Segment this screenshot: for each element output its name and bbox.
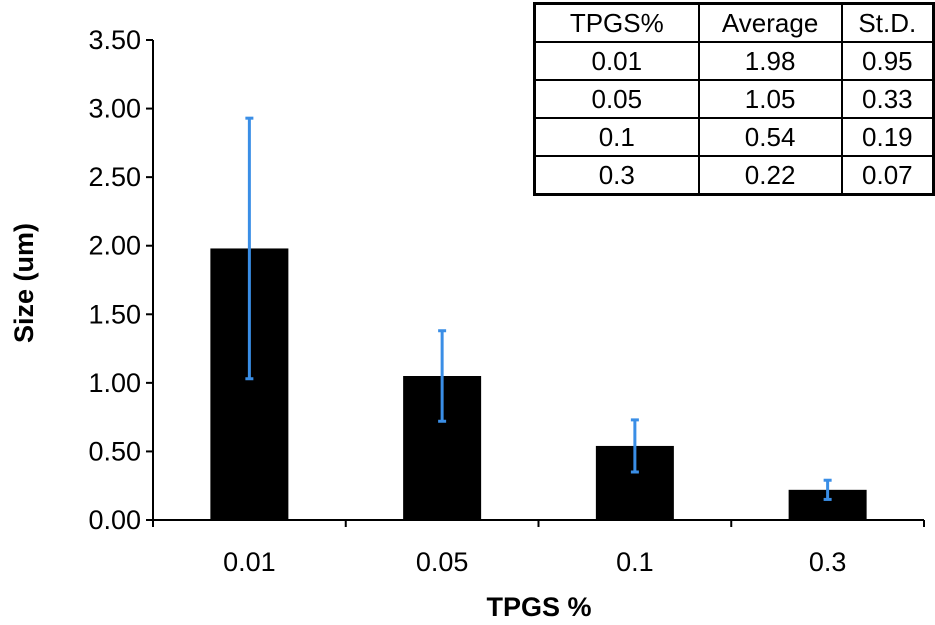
y-tick-label: 2.50 <box>88 162 141 192</box>
x-axis: 0.01 0.05 0.1 0.3 <box>152 519 925 577</box>
table-row: 0.05 1.05 0.33 <box>533 79 935 119</box>
table-cell: 0.3 <box>533 155 700 196</box>
table-cell: 0.1 <box>533 117 700 157</box>
bars <box>210 248 867 520</box>
table-header-row: TPGS% Average St.D. <box>533 2 935 43</box>
y-tick-label: 0.00 <box>88 505 141 535</box>
table-cell: 0.07 <box>840 155 935 196</box>
table-header-cell: TPGS% <box>533 2 700 43</box>
y-tick-label: 1.00 <box>88 368 141 398</box>
table-cell: 0.05 <box>533 79 700 119</box>
table-cell: 0.22 <box>697 155 843 196</box>
x-tick-label: 0.01 <box>223 547 276 577</box>
table-row: 0.01 1.98 0.95 <box>533 41 935 81</box>
data-table: TPGS% Average St.D. 0.01 1.98 0.95 0.05 … <box>533 2 935 196</box>
table-cell: 1.98 <box>697 41 843 81</box>
y-axis: 0.00 0.50 1.00 1.50 2.00 2.50 3.00 3.50 <box>88 25 154 535</box>
y-tick-label: 0.50 <box>88 436 141 466</box>
x-tick-label: 0.05 <box>416 547 469 577</box>
y-axis-title: Size (um) <box>9 223 39 343</box>
x-tick-label: 0.1 <box>616 547 654 577</box>
table-cell: 0.54 <box>697 117 843 157</box>
error-bars <box>245 116 832 501</box>
y-tick-label: 2.00 <box>88 231 141 261</box>
x-axis-title: TPGS % <box>486 592 591 622</box>
y-tick-label: 3.00 <box>88 94 141 124</box>
y-tick-label: 1.50 <box>88 299 141 329</box>
table-cell: 1.05 <box>697 79 843 119</box>
table-cell: 0.19 <box>840 117 935 157</box>
table-row: 0.1 0.54 0.19 <box>533 117 935 157</box>
x-tick-label: 0.3 <box>809 547 847 577</box>
table-row: 0.3 0.22 0.07 <box>533 155 935 196</box>
table-cell: 0.95 <box>840 41 935 81</box>
table-header-cell: St.D. <box>840 2 935 43</box>
table-cell: 0.01 <box>533 41 700 81</box>
y-tick-label: 3.50 <box>88 25 141 55</box>
table-header-cell: Average <box>697 2 843 43</box>
table-cell: 0.33 <box>840 79 935 119</box>
